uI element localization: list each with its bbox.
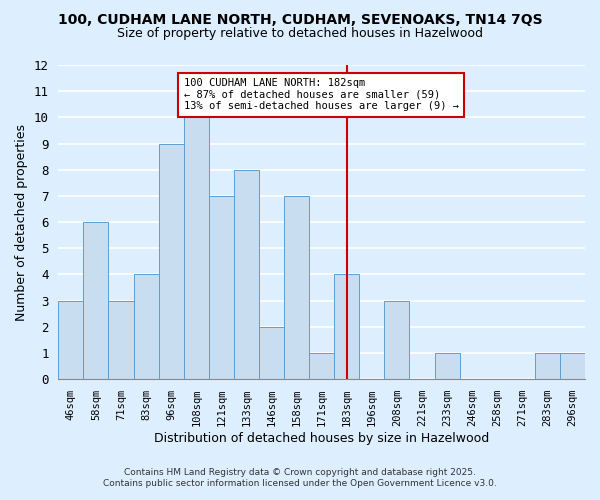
Bar <box>385 300 409 379</box>
Text: Size of property relative to detached houses in Hazelwood: Size of property relative to detached ho… <box>117 28 483 40</box>
Text: Contains HM Land Registry data © Crown copyright and database right 2025.
Contai: Contains HM Land Registry data © Crown c… <box>103 468 497 487</box>
Bar <box>209 196 234 379</box>
Bar <box>184 118 209 379</box>
Bar <box>535 353 560 379</box>
Bar <box>109 300 134 379</box>
Text: 100, CUDHAM LANE NORTH, CUDHAM, SEVENOAKS, TN14 7QS: 100, CUDHAM LANE NORTH, CUDHAM, SEVENOAK… <box>58 12 542 26</box>
X-axis label: Distribution of detached houses by size in Hazelwood: Distribution of detached houses by size … <box>154 432 489 445</box>
Bar <box>158 144 184 379</box>
Text: 100 CUDHAM LANE NORTH: 182sqm
← 87% of detached houses are smaller (59)
13% of s: 100 CUDHAM LANE NORTH: 182sqm ← 87% of d… <box>184 78 458 112</box>
Bar <box>309 353 334 379</box>
Bar <box>334 274 359 379</box>
Bar <box>83 222 109 379</box>
Bar <box>234 170 259 379</box>
Bar <box>434 353 460 379</box>
Bar <box>134 274 158 379</box>
Bar <box>560 353 585 379</box>
Bar <box>284 196 309 379</box>
Bar <box>259 327 284 379</box>
Bar <box>58 300 83 379</box>
Y-axis label: Number of detached properties: Number of detached properties <box>15 124 28 320</box>
